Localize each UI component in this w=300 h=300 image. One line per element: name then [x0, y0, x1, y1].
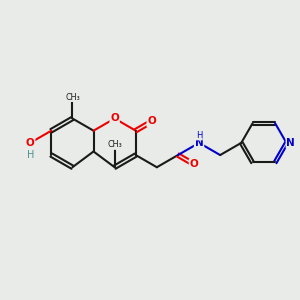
Text: CH₃: CH₃: [65, 93, 80, 102]
Text: O: O: [26, 138, 34, 148]
Text: H: H: [26, 150, 34, 160]
Text: O: O: [190, 159, 198, 169]
Text: N: N: [195, 138, 203, 148]
Text: N: N: [286, 138, 295, 148]
Text: CH₃: CH₃: [107, 140, 122, 149]
Text: O: O: [147, 116, 156, 127]
Text: H: H: [196, 131, 202, 140]
Text: O: O: [110, 113, 119, 124]
